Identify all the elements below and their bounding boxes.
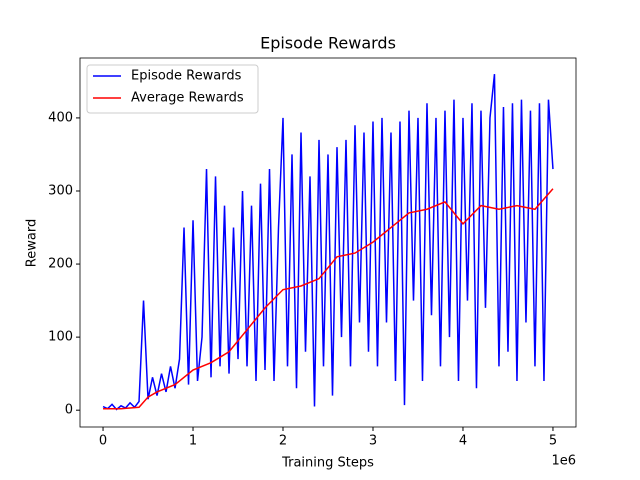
legend-label: Average Rewards xyxy=(131,91,244,106)
legend-label: Episode Rewards xyxy=(131,69,242,84)
series-line xyxy=(102,73,554,411)
chart-title: Episode Rewards xyxy=(260,34,396,53)
y-tick-label: 100 xyxy=(48,330,73,345)
y-tick-label: 400 xyxy=(48,110,73,125)
series-line xyxy=(103,188,554,410)
y-tick-label: 300 xyxy=(48,183,73,198)
x-tick-label: 2 xyxy=(279,434,287,449)
legend-box xyxy=(86,64,259,114)
x-tick-label: 4 xyxy=(459,434,467,449)
x-tick-label: 0 xyxy=(99,434,107,449)
x-tick-label: 5 xyxy=(549,434,557,449)
x-tick-label: 3 xyxy=(369,434,377,449)
x-axis-label: Training Steps xyxy=(281,456,374,471)
y-axis-label: Reward xyxy=(25,219,40,267)
plot-frame xyxy=(79,57,577,428)
x-tick-label: 1 xyxy=(189,434,197,449)
y-tick-label: 200 xyxy=(48,257,73,272)
x-offset-label: 1e6 xyxy=(551,454,576,469)
legend: Episode Rewards Average Rewards xyxy=(86,64,259,114)
y-tick-label: 0 xyxy=(65,403,73,418)
